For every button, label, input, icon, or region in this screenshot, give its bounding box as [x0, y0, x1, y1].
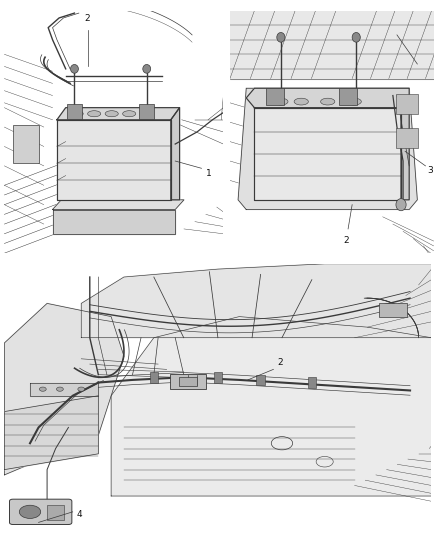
- Bar: [149, 372, 158, 383]
- Polygon shape: [30, 383, 98, 395]
- Circle shape: [396, 199, 406, 211]
- Polygon shape: [4, 395, 98, 470]
- Circle shape: [78, 387, 85, 391]
- FancyBboxPatch shape: [265, 88, 284, 105]
- FancyBboxPatch shape: [139, 104, 154, 118]
- FancyBboxPatch shape: [379, 303, 407, 317]
- Text: 4: 4: [77, 510, 83, 519]
- Text: 2: 2: [278, 358, 283, 367]
- Polygon shape: [238, 88, 417, 209]
- Ellipse shape: [321, 98, 335, 105]
- FancyBboxPatch shape: [339, 88, 357, 105]
- Ellipse shape: [123, 111, 136, 117]
- Polygon shape: [57, 108, 180, 120]
- Text: 1: 1: [206, 168, 212, 177]
- Polygon shape: [254, 108, 401, 200]
- Polygon shape: [53, 209, 175, 234]
- FancyBboxPatch shape: [170, 374, 206, 389]
- Ellipse shape: [70, 111, 83, 117]
- Text: 2: 2: [85, 14, 90, 23]
- Polygon shape: [111, 317, 431, 496]
- FancyBboxPatch shape: [179, 377, 198, 386]
- Ellipse shape: [140, 111, 153, 117]
- Polygon shape: [53, 200, 184, 209]
- Polygon shape: [81, 264, 431, 338]
- Ellipse shape: [294, 98, 308, 105]
- Circle shape: [39, 387, 46, 391]
- Polygon shape: [401, 98, 409, 200]
- Circle shape: [352, 33, 360, 42]
- Polygon shape: [57, 120, 171, 200]
- Ellipse shape: [105, 111, 118, 117]
- Ellipse shape: [347, 98, 361, 105]
- Text: 3: 3: [427, 166, 433, 175]
- FancyBboxPatch shape: [67, 104, 82, 118]
- Bar: [256, 375, 265, 385]
- Polygon shape: [4, 303, 124, 475]
- Ellipse shape: [88, 111, 101, 117]
- Circle shape: [143, 64, 151, 73]
- Polygon shape: [230, 11, 434, 78]
- Polygon shape: [171, 108, 180, 200]
- Circle shape: [57, 387, 64, 391]
- FancyBboxPatch shape: [13, 125, 39, 164]
- FancyBboxPatch shape: [10, 499, 72, 524]
- FancyBboxPatch shape: [396, 128, 418, 148]
- Polygon shape: [246, 88, 409, 108]
- Circle shape: [71, 64, 78, 73]
- Circle shape: [277, 33, 285, 42]
- Bar: [214, 372, 222, 383]
- Circle shape: [19, 505, 41, 519]
- Text: 2: 2: [343, 236, 349, 245]
- Ellipse shape: [274, 98, 288, 105]
- Bar: [307, 377, 316, 388]
- Bar: [47, 505, 64, 520]
- FancyBboxPatch shape: [396, 94, 418, 114]
